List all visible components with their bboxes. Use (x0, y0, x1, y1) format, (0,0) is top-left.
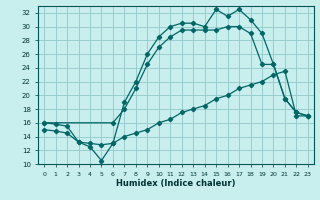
X-axis label: Humidex (Indice chaleur): Humidex (Indice chaleur) (116, 179, 236, 188)
